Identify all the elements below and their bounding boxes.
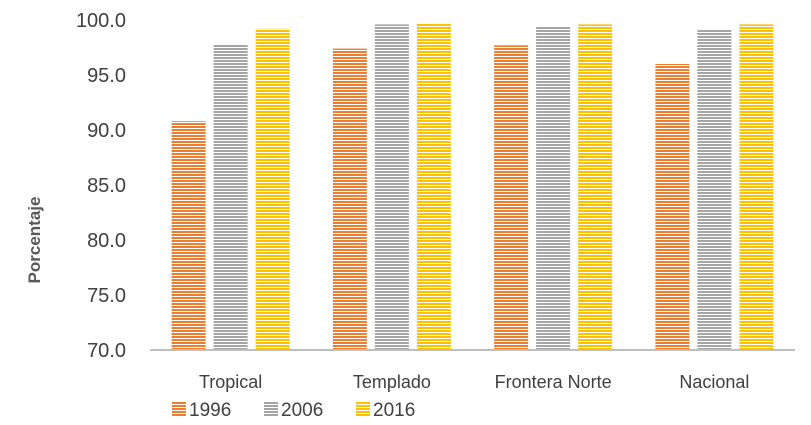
y-tick-label: 75.0: [87, 285, 126, 307]
legend-swatch-2016: [356, 402, 370, 416]
bar-2016-tropical: [255, 28, 290, 351]
bar-1996-tropical: [171, 121, 206, 350]
bar-2016-frontera-norte: [578, 24, 613, 351]
y-tick-label: 90.0: [87, 120, 126, 142]
bar-1996-frontera-norte: [494, 45, 529, 351]
legend-swatch-1996: [172, 402, 186, 416]
x-category-label: Frontera Norte: [495, 372, 612, 392]
y-tick-label: 70.0: [87, 340, 126, 362]
y-tick-label: 100.0: [76, 10, 126, 32]
bar-2006-frontera-norte: [536, 26, 571, 350]
bar-1996-nacional: [655, 64, 690, 350]
y-axis-label-group: Porcentaje: [25, 197, 44, 284]
bar-1996-templado: [332, 48, 367, 350]
bar-2006-tropical: [213, 44, 248, 350]
x-category-label: Tropical: [199, 372, 262, 392]
y-axis-ticks: 70.0 75.0 80.0 85.0 90.0 95.0 100.0: [76, 10, 126, 362]
legend-label-1996: 1996: [189, 400, 231, 420]
x-category-label: Templado: [353, 372, 431, 392]
bar-2016-templado: [416, 23, 451, 351]
bars: [171, 23, 774, 351]
bar-2006-nacional: [697, 29, 732, 351]
y-tick-label: 95.0: [87, 65, 126, 87]
y-axis-label: Porcentaje: [25, 197, 44, 284]
bar-2006-templado: [374, 24, 409, 351]
y-tick-label: 85.0: [87, 175, 126, 197]
legend-label-2016: 2016: [373, 400, 415, 420]
y-tick-label: 80.0: [87, 230, 126, 252]
x-category-label: Nacional: [679, 372, 749, 392]
legend-swatch-2006: [264, 402, 278, 416]
legend-label-2006: 2006: [281, 400, 323, 420]
x-axis-category-labels: Tropical Templado Frontera Norte Nacional: [199, 372, 749, 392]
legend: 1996 2006 2016: [172, 400, 415, 421]
bar-2016-nacional: [739, 24, 774, 351]
